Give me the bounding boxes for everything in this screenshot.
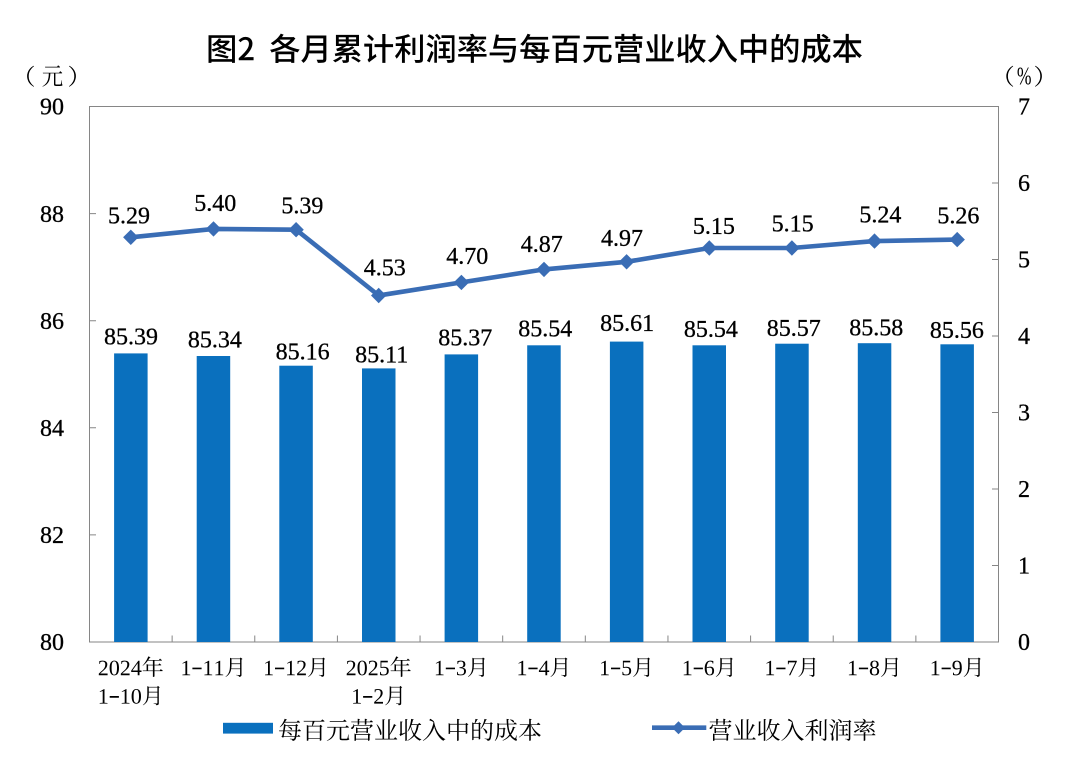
svg-text:84: 84 [40,416,64,442]
svg-text:5.15: 5.15 [772,211,814,237]
svg-text:4.53: 4.53 [364,256,406,282]
svg-text:3: 3 [1018,401,1030,427]
svg-text:85.54: 85.54 [518,317,572,343]
svg-text:85.39: 85.39 [104,325,158,351]
svg-text:5.39: 5.39 [281,194,323,220]
svg-text:82: 82 [40,523,64,549]
svg-text:85.56: 85.56 [930,318,984,344]
svg-text:4.87: 4.87 [521,232,563,258]
svg-text:85.34: 85.34 [188,328,242,354]
svg-text:85.57: 85.57 [767,316,821,342]
svg-text:85.58: 85.58 [849,316,903,342]
svg-text:85.11: 85.11 [355,342,408,368]
svg-text:5: 5 [1018,248,1030,274]
svg-text:5.26: 5.26 [937,204,979,230]
svg-text:1: 1 [1018,554,1030,580]
svg-text:5.40: 5.40 [194,191,236,217]
svg-text:5.24: 5.24 [859,202,901,228]
svg-text:0: 0 [1018,630,1030,656]
svg-text:85.16: 85.16 [276,339,330,365]
svg-text:85.61: 85.61 [600,311,654,337]
svg-text:85.54: 85.54 [684,317,738,343]
svg-text:85.37: 85.37 [438,326,492,352]
svg-text:80: 80 [40,630,64,656]
svg-text:7: 7 [1018,95,1030,121]
svg-text:4: 4 [1018,324,1030,350]
svg-text:90: 90 [40,95,64,121]
svg-text:2: 2 [1018,477,1030,503]
svg-text:86: 86 [40,309,64,335]
svg-text:6: 6 [1018,171,1030,197]
svg-text:4.70: 4.70 [446,244,488,270]
svg-text:5.15: 5.15 [693,214,735,240]
svg-text:5.29: 5.29 [108,204,150,230]
svg-text:88: 88 [40,202,64,228]
svg-text:4.97: 4.97 [601,226,643,252]
